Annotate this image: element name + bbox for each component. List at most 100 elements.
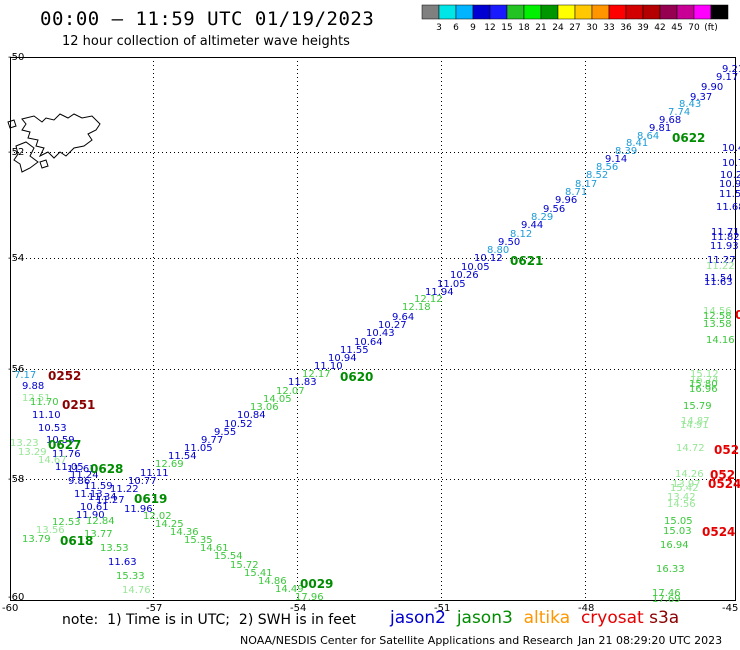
pass-time-label: 0524 bbox=[708, 477, 740, 491]
wave-height-label: 10.27 bbox=[378, 320, 407, 331]
wave-height-label: 14.36 bbox=[170, 527, 199, 538]
wave-height-label: 10.59 bbox=[46, 435, 75, 446]
wave-height-label: 14.67 bbox=[38, 455, 67, 466]
wave-height-label: 8.29 bbox=[531, 212, 553, 223]
map-grid bbox=[10, 57, 736, 601]
wave-height-label: 7.17 bbox=[14, 370, 36, 381]
wave-height-label: 11.5 bbox=[719, 189, 740, 200]
lon-label: -60 bbox=[2, 603, 18, 614]
footnote: note: 1) Time is in UTC; 2) SWH is in fe… bbox=[62, 612, 356, 628]
wave-height-label: 17.96 bbox=[295, 592, 324, 603]
colorbar-swatch bbox=[608, 4, 627, 20]
wave-height-label: 11.05 bbox=[437, 279, 466, 290]
pass-time-label: 052 bbox=[710, 468, 735, 482]
lat-label: -56 bbox=[8, 364, 24, 375]
wave-height-label: 9.37 bbox=[690, 92, 712, 103]
colorbar-swatch bbox=[472, 4, 491, 20]
colorbar-swatch bbox=[642, 4, 661, 20]
colorbar-swatch bbox=[489, 4, 508, 20]
wave-height-label: 8.41 bbox=[626, 138, 648, 149]
wave-height-label: 13.23 bbox=[10, 438, 39, 449]
wave-height-label: 12.18 bbox=[402, 302, 431, 313]
wave-height-label: 10.43 bbox=[366, 328, 395, 339]
colorbar-label: 36 bbox=[620, 23, 632, 33]
wave-height-label: 14.76 bbox=[122, 585, 151, 596]
map-frame bbox=[10, 57, 736, 601]
colorbar-swatch bbox=[557, 4, 576, 20]
wave-height-label: 11.71 bbox=[711, 227, 740, 238]
wave-height-label: 11.94 bbox=[425, 287, 454, 298]
wave-height-label: 13.56 bbox=[36, 525, 65, 536]
wave-height-label: 14.26 bbox=[675, 469, 704, 480]
wave-height-label: 13.53 bbox=[100, 543, 129, 554]
wave-height-label: 10.84 bbox=[237, 410, 266, 421]
wave-height-label: 9.64 bbox=[392, 312, 414, 323]
credit-text: NOAA/NESDIS Center for Satellite Applica… bbox=[240, 634, 574, 647]
wave-height-label: 11.93 bbox=[710, 241, 739, 252]
lat-label: -54 bbox=[8, 253, 24, 264]
wave-height-label: 15.33 bbox=[116, 571, 145, 582]
wave-height-label: 15.03 bbox=[663, 526, 692, 537]
wave-height-label: 13.97 bbox=[672, 479, 701, 490]
wave-height-label: 12.12 bbox=[414, 294, 443, 305]
wave-height-label: 16.33 bbox=[656, 564, 685, 575]
lon-label: -57 bbox=[146, 603, 162, 614]
wave-height-label: 11.54 bbox=[168, 451, 197, 462]
wave-height-label: 15.42 bbox=[670, 483, 699, 494]
wave-height-label: 14.56 bbox=[703, 306, 732, 317]
wave-height-label: 9.77 bbox=[201, 435, 223, 446]
pass-time-label: 0622 bbox=[672, 131, 705, 145]
wave-height-label: 7.74 bbox=[668, 107, 690, 118]
colorbar-label: 18 bbox=[518, 23, 530, 33]
legend-jason2: jason2 bbox=[390, 608, 446, 628]
wave-height-label: 14.72 bbox=[676, 443, 705, 454]
wave-height-label: 15.72 bbox=[230, 560, 259, 571]
legend-altika: altika bbox=[523, 608, 571, 628]
wave-height-label: 9.50 bbox=[498, 237, 520, 248]
wave-height-label: 11.24 bbox=[70, 470, 99, 481]
wave-height-label: 11.90 bbox=[76, 510, 105, 521]
colorbar-label: 27 bbox=[569, 23, 580, 33]
wave-height-label: 11.10 bbox=[32, 410, 61, 421]
colorbar-label: 33 bbox=[603, 23, 614, 33]
wave-height-label: 14.16 bbox=[706, 335, 735, 346]
satellite-legend: jason2 jason3 altika cryosat s3a bbox=[390, 608, 679, 628]
colorbar bbox=[421, 4, 729, 20]
wave-height-label: 11.59 bbox=[84, 481, 113, 492]
pass-time-labels: 0622 0621 0620 0619 0618 0029 0628 0627 0252 0251… bbox=[48, 131, 740, 591]
wave-height-label: 11.05 bbox=[184, 443, 213, 454]
wave-height-label: 10.61 bbox=[80, 502, 109, 513]
wave-height-label: 13.58 bbox=[703, 319, 732, 330]
colorbar-swatch bbox=[693, 4, 712, 20]
colorbar-label: 9 bbox=[470, 23, 476, 33]
lat-label: -58 bbox=[8, 474, 24, 485]
pass-time-label: 0252 bbox=[48, 369, 81, 383]
wave-height-label: 9.14 bbox=[605, 154, 627, 165]
colorbar-swatch bbox=[591, 4, 610, 20]
pass-time-label: 0029 bbox=[300, 577, 333, 591]
wave-height-label: 8.80 bbox=[487, 245, 509, 256]
wave-height-label: 8.52 bbox=[586, 170, 608, 181]
wave-height-label: 15.41 bbox=[244, 568, 273, 579]
lon-label: -51 bbox=[434, 603, 450, 614]
pass-time-label: 052 bbox=[714, 443, 739, 457]
wave-height-label: 11.13 bbox=[74, 489, 103, 500]
wave-height-label: 11.10 bbox=[314, 361, 343, 372]
wave-height-label: 15.35 bbox=[184, 535, 213, 546]
wave-height-label: 14.49 bbox=[275, 584, 304, 595]
wave-height-label: 12.69 bbox=[155, 459, 184, 470]
wave-height-label: 14.86 bbox=[258, 576, 287, 587]
wave-height-label: 9.81 bbox=[649, 123, 671, 134]
wave-height-label: 10.53 bbox=[38, 423, 67, 434]
wave-height-label: 16.96 bbox=[689, 384, 718, 395]
colorbar-swatch bbox=[523, 4, 542, 20]
wave-height-label: 15.05 bbox=[664, 516, 693, 527]
timestamp-text: Jan 21 08:29:20 UTC 2023 bbox=[578, 634, 723, 647]
wave-height-label: 11.61 bbox=[67, 464, 96, 475]
pass-time-label: 0618 bbox=[60, 534, 93, 548]
wave-height-label: 11.70 bbox=[30, 397, 59, 408]
wave-height-label: 14.56 bbox=[667, 499, 696, 510]
wave-height-label: 10.7 bbox=[722, 158, 740, 169]
wave-height-label: 14.87 bbox=[681, 416, 710, 427]
lat-label: -52 bbox=[8, 147, 24, 158]
